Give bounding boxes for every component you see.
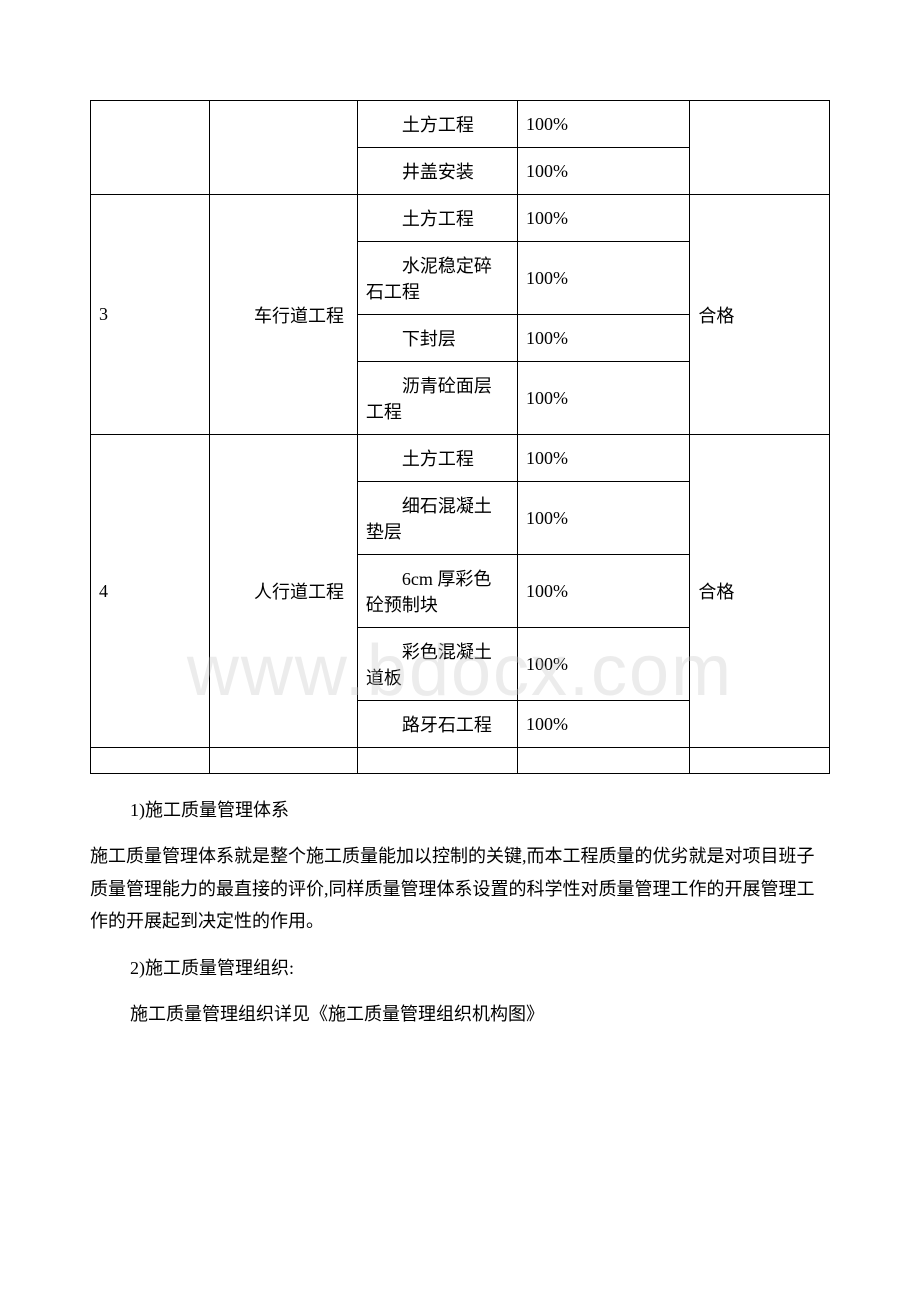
cell-result: 合格	[690, 195, 830, 435]
cell-item: 下封层	[357, 315, 517, 362]
cell-item: 井盖安装	[357, 148, 517, 195]
cell-item: 路牙石工程	[357, 701, 517, 748]
cell-result: 合格	[690, 435, 830, 748]
cell-percent: 100%	[517, 628, 689, 701]
data-table: 土方工程 100% 井盖安装 100% 3 车行道工程 土方工程 100% 合格…	[90, 100, 830, 774]
cell-item: 彩色混凝土道板	[357, 628, 517, 701]
paragraph-body: 施工质量管理体系就是整个施工质量能加以控制的关键,而本工程质量的优劣就是对项目班…	[90, 840, 830, 937]
cell-percent: 100%	[517, 435, 689, 482]
paragraph-body: 施工质量管理组织详见《施工质量管理组织机构图》	[130, 998, 830, 1030]
cell-empty	[357, 748, 517, 774]
cell-merged	[91, 101, 210, 195]
paragraph-heading: 1)施工质量管理体系	[130, 794, 830, 826]
cell-name: 人行道工程	[210, 435, 358, 748]
cell-merged	[690, 101, 830, 195]
cell-num: 3	[91, 195, 210, 435]
cell-item: 6cm 厚彩色砼预制块	[357, 555, 517, 628]
cell-empty	[210, 748, 358, 774]
cell-percent: 100%	[517, 555, 689, 628]
cell-empty	[91, 748, 210, 774]
table-row: 4 人行道工程 土方工程 100% 合格	[91, 435, 830, 482]
cell-percent: 100%	[517, 195, 689, 242]
cell-percent: 100%	[517, 242, 689, 315]
cell-merged	[210, 101, 358, 195]
cell-percent: 100%	[517, 362, 689, 435]
cell-num: 4	[91, 435, 210, 748]
cell-empty	[690, 748, 830, 774]
cell-empty	[517, 748, 689, 774]
text-content: 1)施工质量管理体系 施工质量管理体系就是整个施工质量能加以控制的关键,而本工程…	[90, 794, 830, 1030]
cell-item: 土方工程	[357, 195, 517, 242]
cell-name: 车行道工程	[210, 195, 358, 435]
table-row: 土方工程 100%	[91, 101, 830, 148]
cell-item: 土方工程	[357, 101, 517, 148]
cell-item: 水泥稳定碎石工程	[357, 242, 517, 315]
cell-item: 土方工程	[357, 435, 517, 482]
cell-percent: 100%	[517, 701, 689, 748]
cell-item: 细石混凝土垫层	[357, 482, 517, 555]
cell-percent: 100%	[517, 148, 689, 195]
cell-item: 沥青砼面层工程	[357, 362, 517, 435]
cell-percent: 100%	[517, 101, 689, 148]
cell-percent: 100%	[517, 482, 689, 555]
table-row: 3 车行道工程 土方工程 100% 合格	[91, 195, 830, 242]
table-row-empty	[91, 748, 830, 774]
paragraph-heading: 2)施工质量管理组织:	[130, 952, 830, 984]
cell-percent: 100%	[517, 315, 689, 362]
